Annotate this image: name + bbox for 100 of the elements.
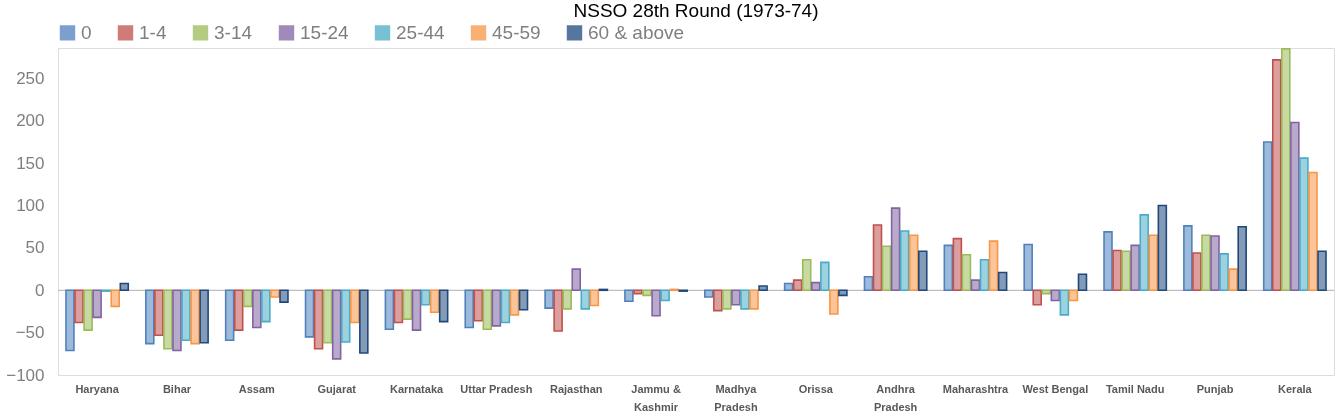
bar xyxy=(642,289,652,297)
legend-label: 15-24 xyxy=(300,21,350,43)
legend-label: 0 xyxy=(81,21,92,43)
bar xyxy=(1032,289,1042,306)
bar xyxy=(749,289,759,310)
bar xyxy=(438,289,449,323)
legend-label: 25-44 xyxy=(396,21,446,43)
chart-title: NSSO 28th Round (1973-74) xyxy=(573,0,819,21)
bar xyxy=(872,224,883,292)
bar xyxy=(1077,273,1088,292)
x-tick-label: Uttar Pradesh xyxy=(460,382,533,395)
bar xyxy=(199,289,209,344)
y-tick-label: 150 xyxy=(16,153,45,173)
x-tick-label: Andhra Pradesh xyxy=(873,382,918,413)
legend-label: 45-59 xyxy=(492,21,541,43)
bar xyxy=(384,289,395,331)
bar xyxy=(881,245,892,292)
bar xyxy=(1148,234,1159,292)
bar xyxy=(633,289,643,295)
bar xyxy=(1112,249,1122,292)
bar xyxy=(660,289,670,302)
bar xyxy=(810,281,821,292)
bar xyxy=(393,289,404,324)
y-tick-label: −50 xyxy=(15,323,45,343)
bar xyxy=(242,289,253,308)
bar xyxy=(740,289,750,310)
bar xyxy=(270,289,280,298)
bar xyxy=(783,282,794,292)
bar xyxy=(464,289,474,329)
bar xyxy=(1290,121,1300,292)
bar xyxy=(261,289,271,323)
bar xyxy=(473,289,484,322)
bar xyxy=(758,285,768,292)
bar xyxy=(420,289,431,306)
bar xyxy=(961,253,972,292)
bar xyxy=(74,289,84,324)
bar xyxy=(509,289,520,316)
bar xyxy=(829,289,839,315)
x-tick-label: Jammu & Kashmir xyxy=(631,382,681,413)
bar xyxy=(1201,234,1211,292)
bar xyxy=(589,289,600,307)
bar xyxy=(500,289,511,324)
y-tick-label: 250 xyxy=(16,69,45,88)
bar xyxy=(820,261,830,292)
x-tick-label: Haryana xyxy=(75,382,120,395)
bar xyxy=(1210,235,1220,292)
bar xyxy=(172,289,182,352)
bar xyxy=(1121,250,1131,292)
bar xyxy=(1068,289,1079,302)
bar xyxy=(145,289,155,345)
bar xyxy=(181,289,191,342)
bar xyxy=(304,289,315,338)
bar xyxy=(163,289,173,350)
x-tick-label: West Bengal xyxy=(1022,382,1089,395)
y-tick-label: 50 xyxy=(25,238,45,258)
y-tick-label: 0 xyxy=(35,280,45,300)
bar xyxy=(482,289,493,331)
bar xyxy=(801,258,812,292)
bar xyxy=(411,289,422,331)
x-tick-label: Karnataka xyxy=(389,382,444,395)
bar xyxy=(970,279,981,292)
legend-label: 1-4 xyxy=(139,21,167,43)
bar xyxy=(1308,171,1318,292)
bar xyxy=(544,289,554,309)
bar xyxy=(1041,289,1052,295)
bar xyxy=(1262,141,1273,292)
bar xyxy=(83,289,93,331)
bar xyxy=(340,289,351,343)
bar xyxy=(1299,157,1309,292)
bar xyxy=(1157,204,1168,292)
bar xyxy=(1103,231,1113,292)
bar xyxy=(518,289,529,311)
bar xyxy=(722,289,732,310)
bar xyxy=(713,289,723,312)
bar xyxy=(110,289,121,308)
bar xyxy=(1228,268,1238,292)
bar xyxy=(1219,253,1229,292)
bar xyxy=(119,282,130,292)
bar xyxy=(1281,48,1291,292)
bar xyxy=(553,289,563,332)
y-tick-label: −100 xyxy=(6,365,45,385)
bar xyxy=(703,289,714,298)
bar xyxy=(429,289,440,314)
bar xyxy=(943,244,954,292)
bar xyxy=(731,289,741,306)
bar xyxy=(838,289,848,297)
bar xyxy=(190,289,200,345)
bar xyxy=(1050,289,1061,302)
bar xyxy=(624,289,634,303)
bar xyxy=(402,289,413,320)
bar xyxy=(979,258,990,292)
bar xyxy=(651,289,661,317)
bar xyxy=(1192,252,1202,292)
bar xyxy=(233,289,244,331)
bar xyxy=(350,289,360,324)
x-tick-label: Assam xyxy=(238,382,276,395)
bar xyxy=(154,289,164,336)
bar xyxy=(918,250,928,292)
y-tick-label: 200 xyxy=(16,111,45,131)
bar xyxy=(908,234,919,292)
